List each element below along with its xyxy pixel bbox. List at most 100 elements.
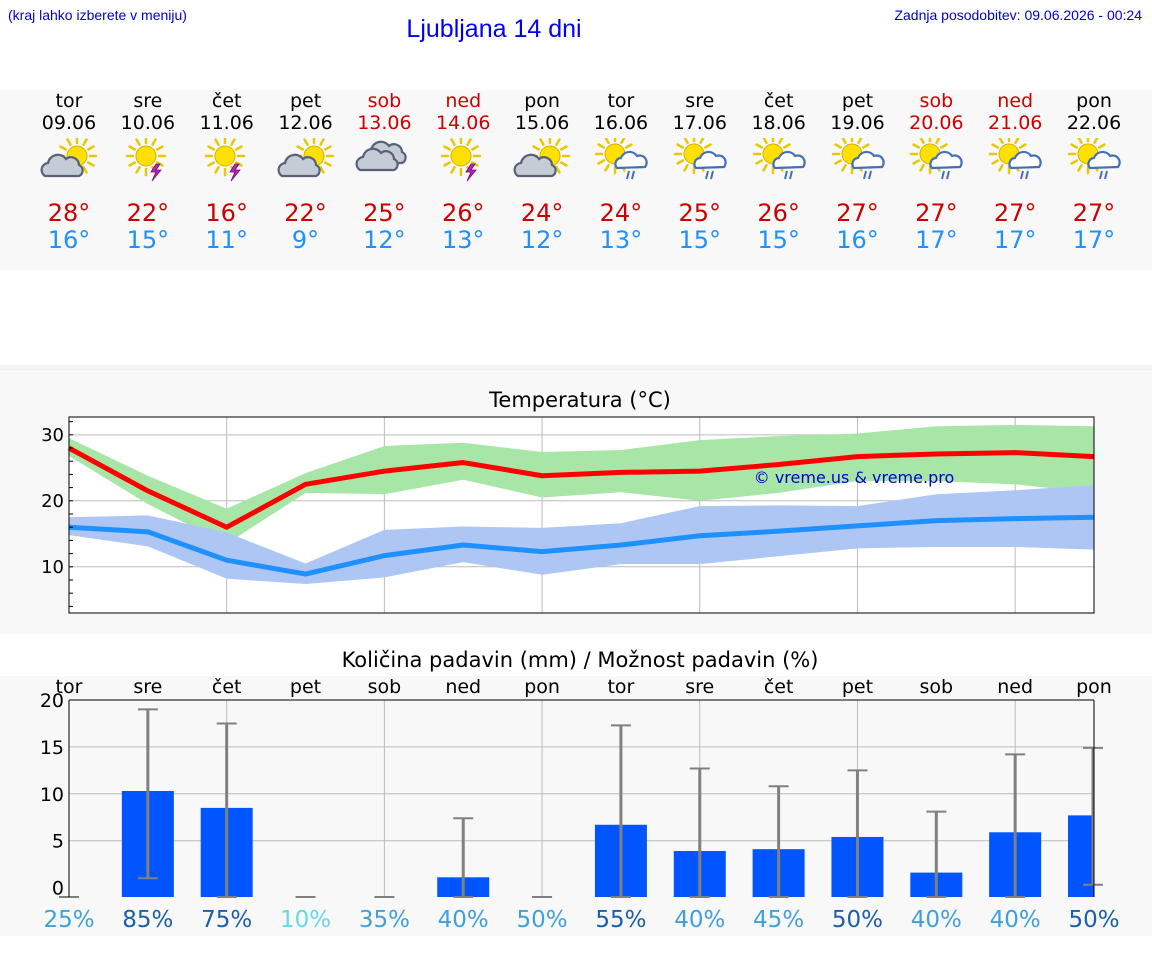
forecast-day: tor 16.06 24° 13° [581, 90, 661, 260]
precipitation-probability: 55% [595, 907, 646, 933]
partly-cloudy-icon [277, 138, 334, 178]
day-date: 12.06 [278, 112, 333, 134]
error-bar [689, 767, 710, 898]
forecast-day: pon 15.06 24° 12° [502, 90, 582, 260]
max-temperature: 27° [993, 199, 1037, 227]
y-tick-label: 15 [40, 737, 64, 759]
min-temperature: 17° [993, 226, 1037, 254]
max-temperature: 24° [520, 199, 564, 227]
precipitation-probability: 25% [43, 907, 94, 933]
min-temperature-line [68, 514, 1095, 577]
error-bar [453, 817, 474, 898]
precipitation-chart-title: Količina padavin (mm) / Možnost padavin … [341, 648, 819, 672]
temperature-range-band [69, 484, 1094, 584]
weekday-label: čet [764, 676, 794, 698]
sun-rain-icon [752, 138, 806, 180]
day-name: sob [367, 90, 402, 112]
precipitation-probability: 40% [438, 907, 489, 933]
weekday-label: tor [607, 676, 634, 698]
min-temperature: 12° [363, 226, 406, 254]
forecast-day: sre 10.06 22° 15° [108, 90, 188, 260]
forecast-day: pet 12.06 22° 9° [266, 90, 346, 260]
max-temperature: 22° [126, 199, 170, 227]
precipitation-probability: 50% [517, 907, 568, 933]
min-temperature: 12° [520, 226, 564, 254]
weekday-label: ned [445, 676, 481, 698]
y-tick-label: 0 [52, 878, 64, 900]
partly-cloudy-icon [513, 138, 571, 178]
min-temperature: 15° [757, 226, 800, 254]
max-temperature: 28° [47, 199, 91, 227]
day-name: pet [289, 90, 322, 112]
day-date: 11.06 [199, 112, 254, 134]
temperature-range-band [69, 424, 1094, 544]
max-temperature: 26° [757, 199, 800, 227]
precipitation-probability: 10% [280, 907, 331, 933]
watermark: © vreme.us & vreme.pro [754, 468, 955, 487]
precipitation-probability: 85% [122, 907, 173, 933]
day-date: 16.06 [593, 112, 649, 134]
partly-cloudy-icon [40, 138, 98, 178]
day-date: 10.06 [120, 112, 176, 134]
day-date: 20.06 [909, 112, 964, 134]
forecast-day: ned 21.06 27° 17° [975, 90, 1055, 260]
min-temperature: 17° [915, 226, 958, 254]
day-date: 09.06 [41, 112, 97, 134]
weekday-label: pet [290, 676, 321, 698]
y-tick-label: 5 [52, 831, 64, 853]
forecast-day: pon 22.06 27° 17° [1054, 90, 1134, 260]
day-name: ned [997, 90, 1034, 112]
forecast-day: tor 09.06 28° 16° [29, 90, 109, 260]
sun-rain-icon [988, 138, 1042, 180]
sun-thunder-icon [441, 138, 482, 182]
separator [0, 365, 1152, 371]
sun-rain-icon [831, 138, 885, 180]
y-tick-label: 20 [40, 690, 64, 712]
precipitation-probability: 40% [674, 907, 725, 933]
y-tick-label: 10 [40, 784, 64, 806]
weekday-label: sob [920, 676, 954, 698]
day-date: 19.06 [830, 112, 885, 134]
day-name: ned [445, 90, 482, 112]
y-tick-label: 30 [41, 425, 64, 446]
page-title: Ljubljana 14 dni [406, 15, 582, 43]
day-name: pon [524, 90, 560, 112]
error-bar [1005, 753, 1026, 898]
precipitation-probability: 75% [201, 907, 252, 933]
weekday-label: pon [1076, 676, 1112, 698]
weekday-label: sre [685, 676, 714, 698]
sun-rain-icon [1067, 138, 1121, 180]
error-bar [216, 722, 237, 898]
sun-rain-icon [673, 138, 727, 180]
precipitation-probability: 40% [911, 907, 962, 933]
weekday-label: pet [842, 676, 873, 698]
error-bar [926, 810, 947, 898]
max-temperature-line [67, 445, 1095, 530]
weekday-label: tor [56, 676, 83, 698]
error-bar [847, 769, 868, 898]
forecast-day: sre 17.06 25° 15° [660, 90, 740, 260]
day-date: 22.06 [1066, 112, 1122, 134]
min-temperature: 11° [205, 226, 248, 254]
day-date: 14.06 [436, 112, 491, 134]
plot-frame [68, 416, 1095, 614]
max-temperature: 27° [1072, 199, 1116, 227]
min-temperature: 16° [836, 226, 879, 254]
forecast-day: čet 18.06 26° 15° [739, 90, 819, 260]
precipitation-probability: 40% [990, 907, 1041, 933]
sun-rain-icon [910, 138, 964, 180]
forecast-day: ned 14.06 26° 13° [423, 90, 503, 260]
max-temperature: 27° [836, 199, 879, 227]
daily-forecast-strip: tor 09.06 28° 16° sre 10.06 22° 15° čet 11.06 16° 1… [0, 90, 1152, 270]
day-name: pon [1076, 90, 1112, 112]
precipitation-bar [1068, 815, 1094, 897]
min-temperature: 13° [441, 226, 485, 254]
y-tick-label: 10 [41, 557, 64, 578]
precipitation-probability: 35% [359, 907, 410, 933]
location-menu-hint: (kraj lahko izberete v meniju) [8, 7, 187, 23]
day-name: pet [841, 90, 874, 112]
day-date: 15.06 [514, 112, 570, 134]
min-temperature: 9° [291, 226, 320, 254]
weekday-label: čet [212, 676, 242, 698]
last-update: Zadnja posodobitev: 09.06.2026 - 00:24 [894, 7, 1142, 23]
